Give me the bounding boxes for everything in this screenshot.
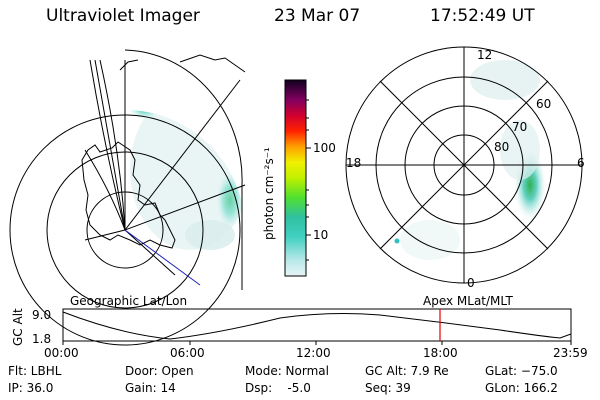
- mlat-label-70: 70: [512, 120, 528, 134]
- time-tick-1800: 18:00: [423, 346, 458, 360]
- time-label: 17:52:49 UT: [430, 6, 535, 26]
- seq-info: Seq: 39: [365, 381, 411, 395]
- colorbar: [284, 79, 311, 277]
- gc-alt-info: GC Alt: 7.9 Re: [365, 364, 449, 378]
- glat-info: GLat: −75.0: [485, 364, 558, 378]
- time-tick-0000: 00:00: [44, 346, 79, 360]
- colorbar-tick-100: 100: [313, 141, 336, 155]
- time-tick-0600: 06:00: [170, 346, 205, 360]
- alt-axis-label: GC Alt: [11, 308, 25, 346]
- alt-bottom-value: 1.8: [32, 332, 52, 346]
- alt-top-value: 9.0: [32, 308, 52, 322]
- apex-label: Apex MLat/MLT: [423, 294, 513, 308]
- glon-info: GLon: 166.2: [485, 381, 558, 395]
- mlt-label-12: 12: [477, 48, 493, 62]
- mlt-label-6: 6: [577, 156, 585, 170]
- mlat-label-60: 60: [536, 97, 552, 111]
- time-tick-1200: 12:00: [296, 346, 331, 360]
- ip-info: IP: 36.0: [8, 381, 54, 395]
- polar-plot: [345, 46, 583, 284]
- mlt-label-18: 18: [346, 156, 362, 170]
- mlat-label-80: 80: [494, 140, 510, 154]
- filter-info: Flt: LBHL: [8, 364, 62, 378]
- date-label: 23 Mar 07: [274, 6, 361, 26]
- dsp-info: Dsp: -5.0: [245, 381, 311, 395]
- door-info: Door: Open: [125, 364, 194, 378]
- colorbar-tick-10: 10: [313, 228, 329, 242]
- time-tick-2359: 23:59: [553, 346, 588, 360]
- orbit-timeline: [62, 308, 572, 345]
- mlt-label-0: 0: [467, 276, 475, 290]
- geographic-label: Geographic Lat/Lon: [70, 294, 188, 308]
- gain-info: Gain: 14: [125, 381, 176, 395]
- instrument-title: Ultraviolet Imager: [46, 6, 200, 26]
- mode-info: Mode: Normal: [245, 364, 329, 378]
- colorbar-unit-label: photon cm⁻²s⁻¹: [262, 147, 276, 240]
